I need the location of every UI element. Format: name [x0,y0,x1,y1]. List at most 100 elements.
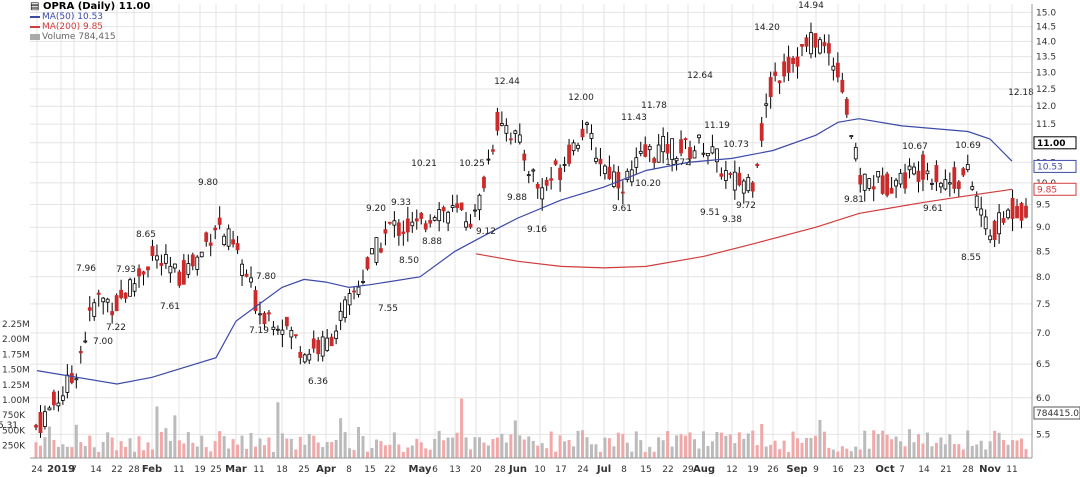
volume-swatch [30,33,40,40]
volume-bar [867,448,871,458]
candle-body [235,243,240,251]
volume-bar [872,430,876,458]
candle-body [289,330,294,338]
volume-bar [379,441,383,458]
candle-body [240,263,244,276]
candle-body [625,170,630,180]
volume-bar [401,451,405,458]
candle-body [437,209,442,222]
candle-body [356,286,361,295]
candle-body [553,160,558,165]
candle-body [947,182,952,185]
x-tick-label: 8 [621,465,627,475]
y-tick-label: 8.0 [1036,273,1051,283]
candle-body [585,122,589,125]
y-tick-label: 13.5 [1036,53,1056,63]
volume-bar [984,449,988,458]
candle-body [652,158,657,163]
candle-body [164,254,168,264]
volume-bar [164,428,168,458]
candle-body [262,312,267,325]
volume-tick-label: 500K [2,426,26,436]
volume-bar [930,446,934,458]
ma200-line [475,188,1013,269]
candle-body [665,144,670,154]
x-tick-label: 17 [555,465,566,475]
volume-bar [818,420,822,458]
volume-bar [988,441,992,458]
volume-bar [482,442,486,458]
volume-value-label: 784415.0 [1036,409,1079,419]
volume-bar [733,443,737,458]
price-label: 12.44 [494,77,520,87]
legend-title: ▤ OPRA (Daily) 11.00 [30,2,150,12]
volume-bar [634,431,638,458]
volume-bar [881,430,885,458]
candle-body [455,203,459,208]
volume-bar [258,438,262,458]
candle-body [589,132,594,139]
legend-title-text: OPRA (Daily) 11.00 [42,1,151,12]
candle-body [679,139,683,154]
volume-bar [813,435,817,458]
candle-body [365,257,370,270]
candle-body [343,299,347,318]
x-tick-label: Aug [693,464,715,475]
candle-body [495,111,500,131]
candle-body [912,166,916,175]
volume-bar [142,450,146,458]
candle-body [146,266,150,271]
candle-body [907,165,912,171]
volume-bar [460,398,464,458]
candle-body [701,152,706,155]
candle-body [1019,202,1024,221]
candle-body [65,374,70,393]
candle-body [1001,218,1006,223]
volume-bar [334,439,338,458]
candle-body [674,158,679,162]
volume-bar [231,439,235,458]
candle-body [137,268,141,277]
volume-bar [106,432,110,458]
candle-body [208,242,213,246]
candle-body [101,297,106,303]
volume-bar [863,430,867,458]
volume-bar [827,447,831,458]
price-label: 9.61 [923,204,943,214]
volume-bar [899,441,903,458]
volume-bar [415,438,419,458]
volume-bar [495,437,499,458]
x-tick-label: 22 [384,465,395,475]
candle-body [172,263,177,269]
volume-bar [464,437,468,458]
candle-body [105,298,110,303]
candle-body [405,218,410,233]
volume-bar [567,440,571,458]
volume-bar [787,451,791,458]
candle-body [150,246,155,256]
value-box [1033,159,1077,173]
price-label: 7.96 [76,264,96,274]
volume-bar [339,418,343,458]
volume-bar [957,444,961,458]
candle-body [809,32,813,55]
volume-bar [701,431,705,458]
candle-body [683,138,688,141]
candle-body [800,44,804,47]
candle-body [930,182,934,185]
price-label: 11.19 [704,121,730,131]
value-box [1033,182,1077,196]
candle-body [155,255,159,261]
volume-tick-label: 1.75M [2,350,30,360]
volume-bar [419,442,423,458]
candle-body [423,223,428,230]
volume-bar [782,440,786,458]
candle-body [414,218,419,222]
candle-body [862,173,867,191]
candle-body [334,330,339,339]
candle-body [782,61,786,77]
volume-bar [74,424,78,458]
volume-bar [885,434,889,458]
volume-bar [912,442,916,458]
candle-body [598,158,603,165]
